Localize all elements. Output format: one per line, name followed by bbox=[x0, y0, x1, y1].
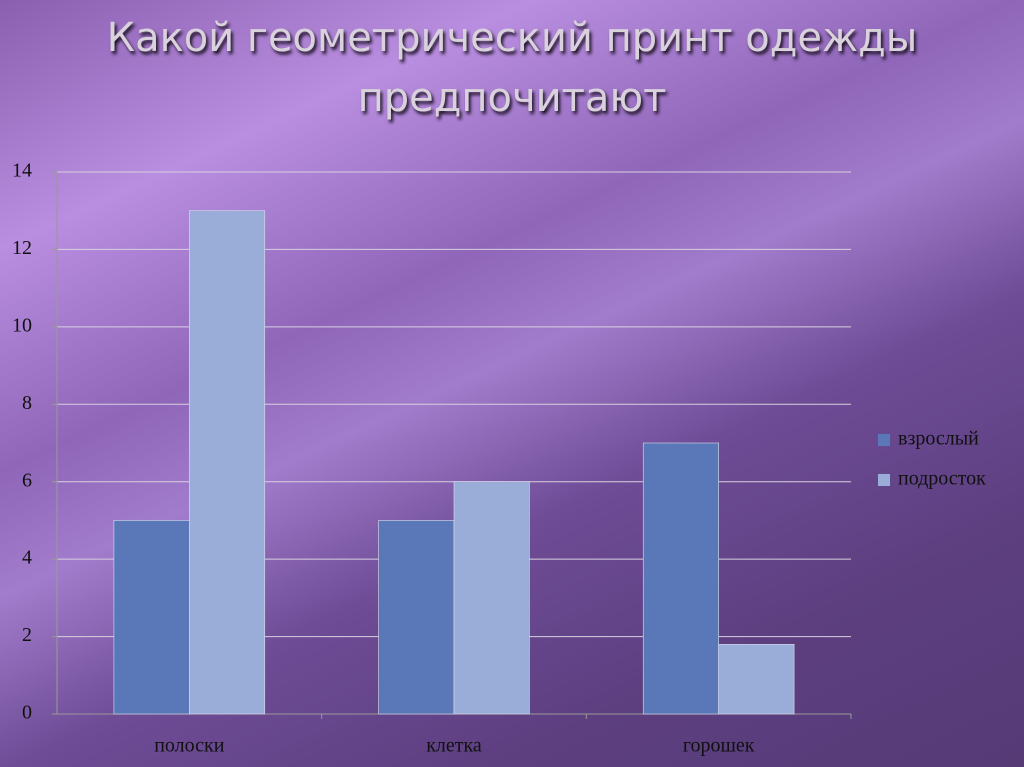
bar bbox=[189, 210, 266, 715]
bar bbox=[718, 644, 795, 715]
legend-label: взрослый bbox=[898, 428, 979, 450]
y-tick-label: 6 bbox=[22, 469, 32, 491]
y-tick-label: 12 bbox=[12, 237, 32, 259]
bar bbox=[378, 520, 455, 715]
x-tick-label: клетка bbox=[426, 735, 482, 757]
y-tick-label: 10 bbox=[12, 314, 32, 336]
y-tick-label: 0 bbox=[22, 702, 32, 724]
y-tick-label: 2 bbox=[22, 624, 32, 646]
x-tick-label: полоски bbox=[154, 735, 225, 757]
chart-title: Какой геометрический принт одежды предпо… bbox=[106, 15, 918, 121]
legend-swatch bbox=[878, 474, 890, 486]
legend-label: подросток bbox=[898, 468, 986, 490]
y-tick-label: 8 bbox=[22, 392, 32, 414]
bar bbox=[113, 520, 190, 715]
bar bbox=[642, 442, 719, 715]
y-tick-label: 4 bbox=[22, 547, 32, 569]
bar bbox=[453, 481, 530, 715]
y-tick-label: 14 bbox=[12, 160, 32, 182]
x-tick-label: горошек bbox=[683, 735, 755, 757]
legend-swatch bbox=[878, 434, 890, 446]
